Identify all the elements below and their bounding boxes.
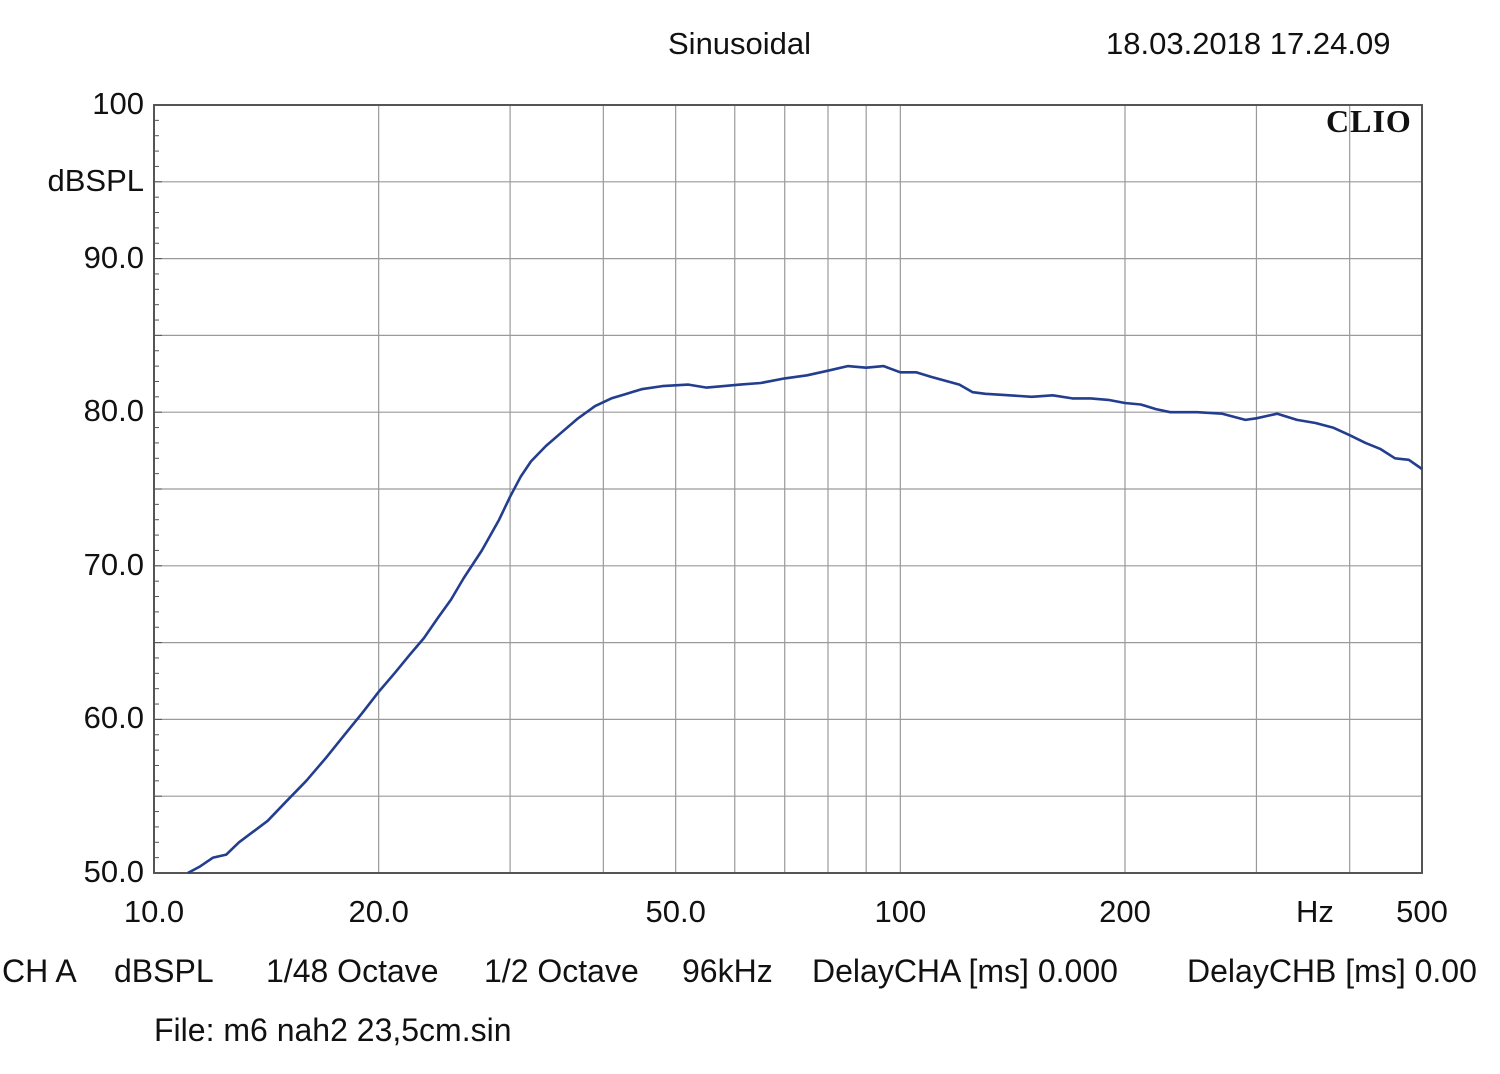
clio-logo-text: CLIO bbox=[1326, 103, 1412, 139]
measurement-datetime: 18.03.2018 17.24.09 bbox=[1106, 26, 1391, 61]
grid-lines bbox=[154, 105, 1422, 873]
footer-smoothing: 1/48 Octave bbox=[266, 953, 439, 989]
y-tick-label: 90.0 bbox=[83, 239, 144, 275]
y-tick-label: 70.0 bbox=[83, 546, 144, 582]
y-tick-label: 80.0 bbox=[83, 393, 144, 429]
footer-delay-chb: DelayCHB [ms] 0.00 bbox=[1187, 953, 1477, 989]
x-tick-label: 100 bbox=[874, 894, 927, 929]
footer-file-name: File: m6 nah2 23,5cm.sin bbox=[154, 1012, 512, 1048]
footer-resolution: 1/2 Octave bbox=[484, 953, 639, 989]
y-tick-label: 50.0 bbox=[83, 854, 144, 889]
x-tick-label: 10.0 bbox=[123, 894, 185, 929]
y-tick-label: 60.0 bbox=[83, 700, 144, 736]
footer-delay-cha: DelayCHA [ms] 0.000 bbox=[812, 953, 1118, 989]
x-tick-label: 50.0 bbox=[645, 894, 706, 929]
response-trace bbox=[187, 364, 1423, 875]
y-axis-unit-label: dBSPL bbox=[47, 163, 144, 198]
x-tick-label: 500 bbox=[1396, 894, 1448, 929]
footer-sample-rate: 96kHz bbox=[682, 953, 773, 989]
minor-ticks bbox=[154, 119, 162, 859]
x-tick-label: 20.0 bbox=[348, 894, 409, 929]
plot-frame bbox=[153, 104, 1423, 874]
x-axis-unit-label: Hz bbox=[1296, 894, 1334, 929]
y-tick-label: 100 bbox=[92, 86, 144, 121]
chart-title: Sinusoidal bbox=[668, 26, 812, 61]
footer-channel: CH A bbox=[2, 953, 77, 989]
x-tick-label: 200 bbox=[1099, 894, 1151, 929]
footer-unit: dBSPL bbox=[114, 953, 214, 989]
